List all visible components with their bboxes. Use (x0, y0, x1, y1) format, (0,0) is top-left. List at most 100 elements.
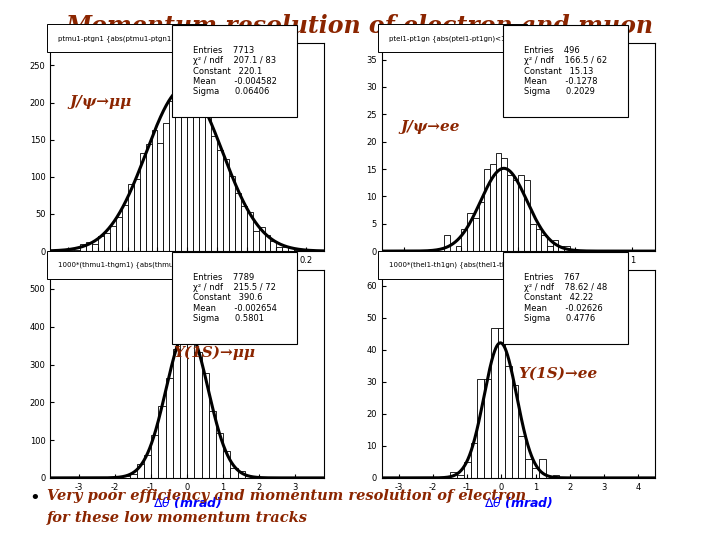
Bar (140, 153, 145, 251)
Bar (530, 224, 536, 251)
Text: Entries    767
χ² / ndf    78.62 / 48
Constant   42.22
Mean       -0.02626
Sigma: Entries 767 χ² / ndf 78.62 / 48 Constant… (524, 273, 607, 323)
X-axis label: $\Delta P_T$ (GeV): $\Delta P_T$ (GeV) (485, 268, 552, 284)
Bar (104, 233, 110, 251)
Bar (526, 458, 532, 478)
Bar (134, 179, 140, 251)
Bar (485, 379, 491, 478)
Bar (163, 123, 169, 251)
Bar (318, 249, 324, 251)
Bar (271, 241, 276, 251)
Bar (193, 80, 199, 251)
Bar (467, 213, 473, 251)
Bar (473, 218, 479, 251)
Text: J/ψ→μμ: J/ψ→μμ (70, 94, 132, 109)
Bar (479, 202, 485, 251)
X-axis label: $\Delta\theta$ (mrad): $\Delta\theta$ (mrad) (153, 495, 222, 510)
Bar (116, 217, 122, 251)
Bar (151, 435, 158, 478)
Bar (68, 249, 74, 251)
Bar (144, 455, 151, 478)
Bar (456, 246, 462, 251)
Bar (130, 474, 137, 478)
Text: Entries    7789
χ² / ndf    215.5 / 72
Constant   390.6
Mean       -0.002654
Sig: Entries 7789 χ² / ndf 215.5 / 72 Constan… (193, 273, 276, 323)
Text: 1000*(thmu1-thgm1) {abs(thmu1-thgn1)<0.005}: 1000*(thmu1-thgm1) {abs(thmu1-thgn1)<0.0… (58, 261, 234, 268)
Text: 1000*(thel1-th1gn) {abs(thel1-th1gn)<0.005}: 1000*(thel1-th1gn) {abs(thel1-th1gn)<0.0… (389, 261, 553, 268)
Bar (230, 468, 238, 478)
Bar (187, 75, 193, 251)
Text: Momentum resolution of electron and muon: Momentum resolution of electron and muon (66, 14, 654, 37)
Text: Υ(1S)→ee: Υ(1S)→ee (518, 367, 598, 381)
Bar (450, 471, 457, 478)
Bar (282, 247, 288, 251)
Bar (247, 212, 253, 251)
Bar (501, 158, 507, 251)
Bar (240, 206, 247, 251)
Bar (253, 231, 258, 251)
Bar (507, 174, 513, 251)
Bar (462, 229, 467, 251)
Bar (180, 327, 187, 478)
Text: ptel1-pt1gn {abs(ptel1-pt1gn)<1.0}: ptel1-pt1gn {abs(ptel1-pt1gn)<1.0} (389, 35, 516, 42)
Bar (137, 464, 144, 478)
Text: •: • (29, 489, 40, 507)
Bar (512, 385, 518, 478)
Bar (276, 247, 282, 251)
Bar (187, 330, 194, 478)
Bar (122, 476, 130, 478)
Bar (98, 236, 104, 251)
Bar (194, 352, 202, 478)
Bar (216, 433, 223, 478)
Bar (553, 475, 559, 478)
Bar (558, 246, 564, 251)
Bar (513, 180, 518, 251)
Bar (490, 164, 495, 251)
Bar (541, 235, 547, 251)
Bar (553, 240, 558, 251)
Bar (223, 451, 230, 478)
Bar (127, 184, 134, 251)
Bar (202, 373, 209, 478)
Bar (505, 366, 512, 478)
X-axis label: $\Delta P_T$ (GeV): $\Delta P_T$ (GeV) (154, 268, 220, 284)
Text: for these low momentum tracks: for these low momentum tracks (47, 511, 308, 525)
X-axis label: $\Delta\theta$ (mrad): $\Delta\theta$ (mrad) (484, 495, 553, 510)
Bar (158, 144, 163, 251)
Bar (80, 245, 86, 251)
Text: Very poor efficiency and momentum resolution of electron: Very poor efficiency and momentum resolu… (47, 489, 526, 503)
Bar (86, 242, 92, 251)
Bar (235, 193, 240, 251)
Bar (564, 246, 570, 251)
Bar (110, 226, 116, 251)
Bar (536, 229, 541, 251)
Bar (181, 93, 187, 251)
Text: Entries    7713
χ² / ndf    207.1 / 83
Constant   220.1
Mean       -0.004582
Sig: Entries 7713 χ² / ndf 207.1 / 83 Constan… (193, 46, 276, 97)
Bar (498, 328, 505, 478)
Bar (288, 248, 294, 251)
Bar (547, 246, 553, 251)
Text: Υ(1S)→μμ: Υ(1S)→μμ (174, 346, 256, 360)
Bar (223, 159, 229, 251)
Bar (485, 169, 490, 251)
Bar (158, 407, 166, 478)
Bar (245, 476, 252, 478)
Bar (464, 462, 471, 478)
Text: Entries    496
χ² / ndf    166.5 / 62
Constant   15.13
Mean       -0.1278
Sigma : Entries 496 χ² / ndf 166.5 / 62 Constant… (524, 46, 607, 97)
Bar (532, 468, 539, 478)
Bar (229, 176, 235, 251)
Bar (477, 379, 485, 478)
Bar (217, 150, 223, 251)
Bar (258, 227, 264, 251)
Bar (145, 144, 151, 251)
Text: ptmu1-ptgn1 {abs(ptmu1-ptgn1)<0.2}: ptmu1-ptgn1 {abs(ptmu1-ptgn1)<0.2} (58, 35, 195, 42)
Bar (175, 96, 181, 251)
Bar (56, 249, 63, 251)
Bar (495, 153, 501, 251)
Bar (524, 180, 530, 251)
Bar (211, 136, 217, 251)
Bar (169, 101, 175, 251)
Bar (122, 205, 127, 251)
Bar (264, 235, 271, 251)
Bar (457, 475, 464, 478)
Bar (74, 249, 80, 251)
Bar (539, 458, 546, 478)
